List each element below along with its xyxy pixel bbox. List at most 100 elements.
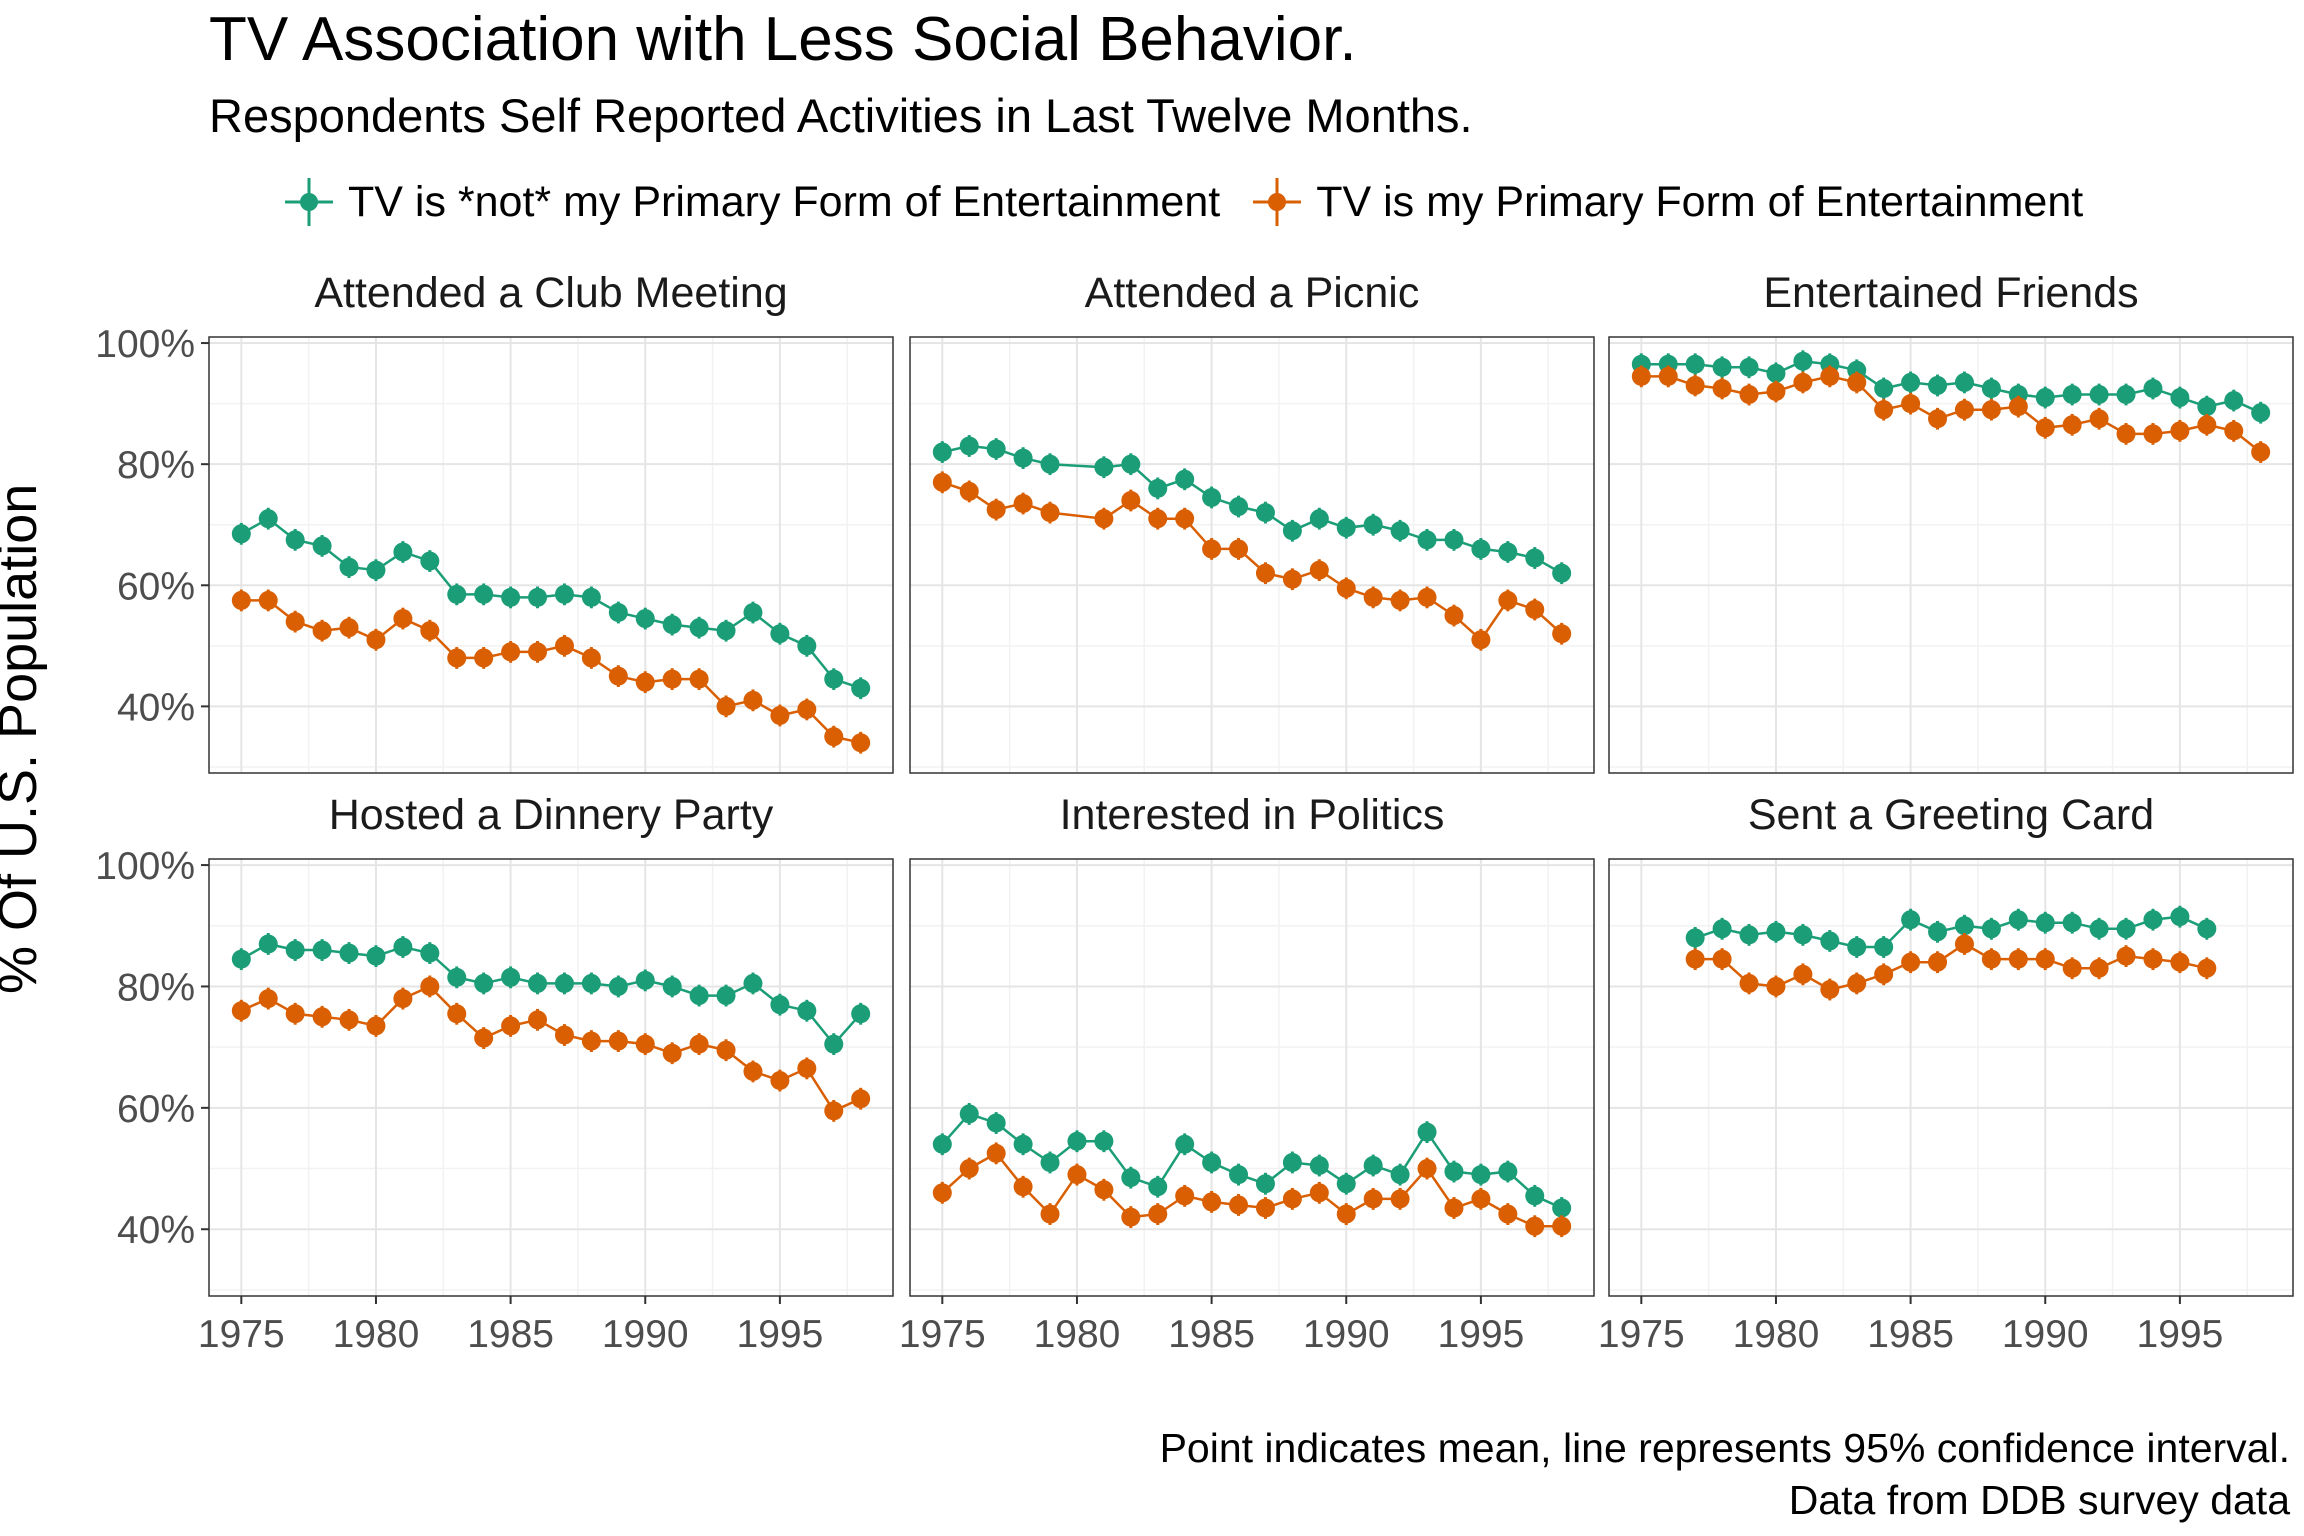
- data-point: [1874, 937, 1894, 957]
- data-point: [1928, 409, 1948, 429]
- data-point: [1552, 1216, 1572, 1236]
- data-point: [1739, 357, 1759, 377]
- data-point: [1444, 1162, 1464, 1182]
- panel-background: [910, 859, 1594, 1296]
- data-point: [932, 1183, 952, 1203]
- x-tick-label: 1975: [198, 1313, 285, 1356]
- data-point: [1363, 515, 1383, 535]
- data-point: [1067, 1165, 1087, 1185]
- data-point: [528, 973, 548, 993]
- data-point: [1552, 624, 1572, 644]
- data-point: [824, 1101, 844, 1121]
- data-point: [2116, 385, 2136, 405]
- y-tick-label: 100%: [95, 323, 195, 366]
- data-point: [474, 584, 494, 604]
- x-tick-label: 1990: [2002, 1313, 2089, 1356]
- data-point: [608, 603, 628, 623]
- data-point: [554, 584, 574, 604]
- data-point: [1282, 521, 1302, 541]
- data-point: [1148, 1177, 1168, 1197]
- data-point: [1471, 1165, 1491, 1185]
- data-point: [231, 590, 251, 610]
- data-point: [554, 973, 574, 993]
- data-point: [1202, 1192, 1222, 1212]
- chart-title: TV Association with Less Social Behavior…: [209, 5, 1357, 74]
- x-tick-label: 1995: [2137, 1313, 2224, 1356]
- data-point: [1040, 503, 1060, 523]
- data-point: [554, 636, 574, 656]
- data-point: [1309, 1183, 1329, 1203]
- facet-title: Entertained Friends: [1763, 269, 2138, 317]
- y-tick-label: 60%: [117, 1088, 195, 1131]
- data-point: [1094, 457, 1114, 477]
- data-point: [1444, 530, 1464, 550]
- data-point: [932, 442, 952, 462]
- data-point: [2170, 907, 2190, 927]
- panel-background: [910, 337, 1594, 773]
- data-point: [1901, 910, 1921, 930]
- data-point: [1552, 563, 1572, 583]
- data-point: [2035, 418, 2055, 438]
- data-point: [501, 967, 521, 987]
- data-point: [662, 976, 682, 996]
- data-point: [689, 986, 709, 1006]
- data-point: [1094, 509, 1114, 529]
- data-point: [2089, 919, 2109, 939]
- data-point: [1847, 973, 1867, 993]
- y-tick-label: 40%: [117, 686, 195, 729]
- data-point: [2035, 388, 2055, 408]
- data-point: [1498, 590, 1518, 610]
- data-point: [1712, 357, 1732, 377]
- x-tick-label: 1975: [899, 1313, 986, 1356]
- data-point: [393, 542, 413, 562]
- panel-background: [209, 859, 893, 1296]
- data-point: [1793, 925, 1813, 945]
- data-point: [851, 733, 871, 753]
- data-point: [2035, 913, 2055, 933]
- data-point: [2008, 397, 2028, 417]
- data-point: [1766, 382, 1786, 401]
- data-point: [528, 642, 548, 662]
- data-point: [1148, 478, 1168, 498]
- legend-label-not-tv: TV is *not* my Primary Form of Entertain…: [348, 177, 1221, 226]
- data-point: [1685, 928, 1705, 948]
- data-point: [285, 1004, 305, 1024]
- data-point: [1444, 1198, 1464, 1218]
- data-point: [258, 934, 278, 954]
- data-point: [662, 1043, 682, 1063]
- y-tick-label: 100%: [95, 845, 195, 888]
- x-tick-label: 1990: [1303, 1313, 1390, 1356]
- data-point: [662, 615, 682, 635]
- data-point: [312, 940, 332, 960]
- data-point: [258, 590, 278, 610]
- data-point: [1390, 590, 1410, 610]
- panel-border: [1608, 336, 2294, 774]
- data-point: [1712, 949, 1732, 969]
- data-point: [2143, 424, 2163, 444]
- data-point: [1229, 539, 1249, 559]
- x-tick-label: 1990: [602, 1313, 689, 1356]
- data-point: [258, 989, 278, 1009]
- y-tick-label: 80%: [117, 966, 195, 1009]
- data-point: [1525, 600, 1545, 619]
- data-point: [1363, 1189, 1383, 1209]
- data-point: [2089, 385, 2109, 405]
- data-point: [2089, 958, 2109, 978]
- data-point: [770, 705, 790, 725]
- panel-attended-a-picnic: Attended a Picnic: [909, 269, 1595, 774]
- data-point: [447, 584, 467, 604]
- data-point: [2143, 949, 2163, 969]
- data-point: [716, 1040, 736, 1060]
- data-point: [932, 1134, 952, 1154]
- data-point: [1067, 1131, 1087, 1151]
- data-point: [2116, 424, 2136, 444]
- data-point: [770, 995, 790, 1015]
- data-point: [2116, 919, 2136, 939]
- panel-border: [1608, 858, 2294, 1297]
- data-point: [1685, 949, 1705, 969]
- data-point: [1928, 952, 1948, 972]
- caption: Point indicates mean, line represents 95…: [1160, 1422, 2290, 1526]
- facet-title: Hosted a Dinnery Party: [329, 791, 774, 839]
- data-point: [339, 618, 359, 638]
- data-point: [1552, 1198, 1572, 1218]
